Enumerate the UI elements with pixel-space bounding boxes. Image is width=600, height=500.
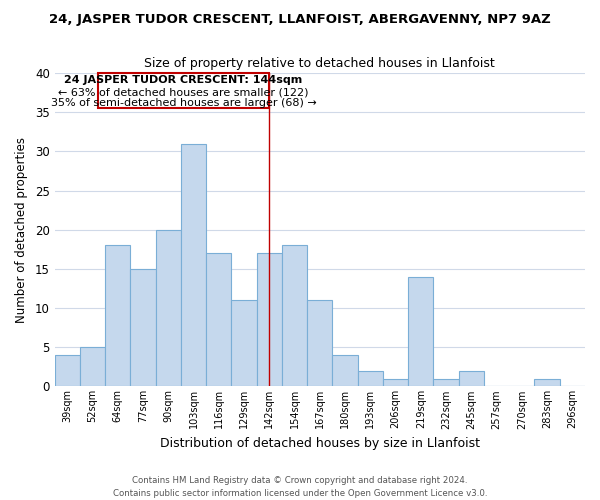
Text: 35% of semi-detached houses are larger (68) →: 35% of semi-detached houses are larger (… — [50, 98, 316, 108]
Bar — [459, 370, 484, 386]
X-axis label: Distribution of detached houses by size in Llanfoist: Distribution of detached houses by size … — [160, 437, 480, 450]
Bar — [332, 355, 358, 386]
Bar — [358, 370, 383, 386]
Bar — [433, 378, 459, 386]
Y-axis label: Number of detached properties: Number of detached properties — [15, 136, 28, 322]
Bar — [80, 347, 105, 387]
Title: Size of property relative to detached houses in Llanfoist: Size of property relative to detached ho… — [145, 58, 495, 70]
FancyBboxPatch shape — [98, 73, 269, 108]
Bar — [206, 253, 232, 386]
Text: 24 JASPER TUDOR CRESCENT: 144sqm: 24 JASPER TUDOR CRESCENT: 144sqm — [64, 76, 302, 86]
Bar — [535, 378, 560, 386]
Bar — [282, 246, 307, 386]
Bar — [105, 246, 130, 386]
Bar — [55, 355, 80, 386]
Bar — [155, 230, 181, 386]
Bar — [181, 144, 206, 386]
Bar — [232, 300, 257, 386]
Text: Contains HM Land Registry data © Crown copyright and database right 2024.
Contai: Contains HM Land Registry data © Crown c… — [113, 476, 487, 498]
Bar — [383, 378, 408, 386]
Text: 24, JASPER TUDOR CRESCENT, LLANFOIST, ABERGAVENNY, NP7 9AZ: 24, JASPER TUDOR CRESCENT, LLANFOIST, AB… — [49, 12, 551, 26]
Bar — [257, 253, 282, 386]
Bar — [307, 300, 332, 386]
Text: ← 63% of detached houses are smaller (122): ← 63% of detached houses are smaller (12… — [58, 87, 309, 97]
Bar — [130, 269, 155, 386]
Bar — [408, 276, 433, 386]
